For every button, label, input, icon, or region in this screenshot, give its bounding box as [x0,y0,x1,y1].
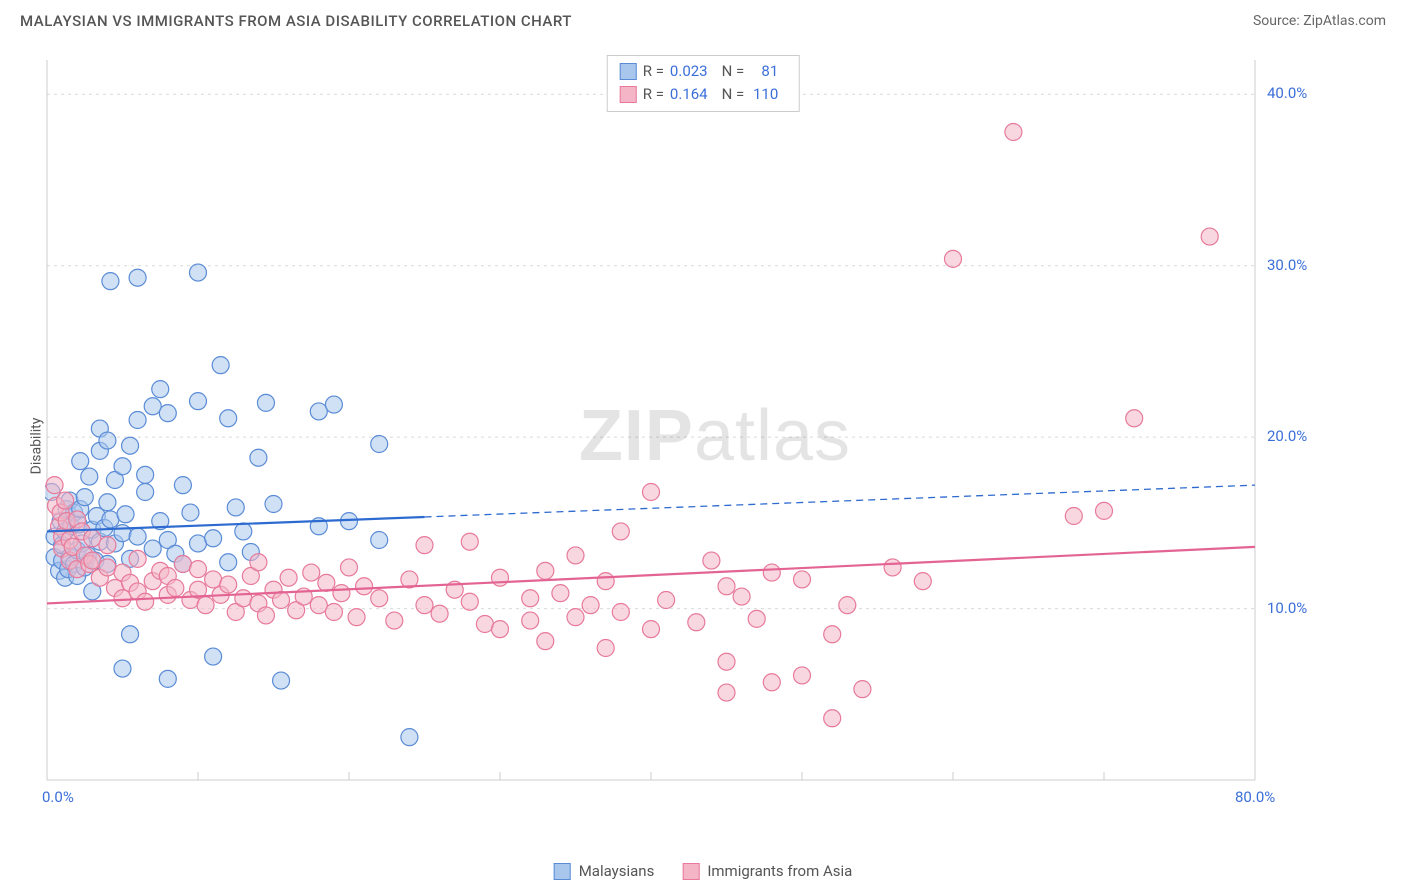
r-label: R = [643,83,664,106]
legend-stat-row: R = 0.164 N =110 [620,83,787,106]
legend-swatch [554,863,571,880]
legend-item: Malaysians [554,862,655,880]
legend-swatch [620,63,637,80]
n-value: 110 [750,83,778,106]
y-axis-label: Disability [28,418,44,475]
legend-stats: R = 0.023 N =81 R = 0.164 N =110 [607,55,800,112]
n-label: N = [722,60,745,83]
tick-label: 20.0% [1267,427,1307,445]
r-value: 0.164 [670,83,708,106]
n-value: 81 [750,60,778,83]
tick-label: 40.0% [1267,84,1307,102]
legend-series: Malaysians Immigrants from Asia [554,862,853,880]
tick-label: 80.0% [1235,788,1275,806]
tick-label: 0.0% [42,788,74,806]
n-label: N = [722,83,745,106]
tick-label: 30.0% [1267,256,1307,274]
chart-title: MALAYSIAN VS IMMIGRANTS FROM ASIA DISABI… [20,12,572,30]
legend-label: Malaysians [579,862,655,880]
legend-swatch [620,86,637,103]
chart-header: MALAYSIAN VS IMMIGRANTS FROM ASIA DISABI… [0,0,1406,38]
scatter-plot [45,50,1320,810]
legend-swatch [682,863,699,880]
chart-source: Source: ZipAtlas.com [1253,13,1386,29]
chart-container: ZIPatlas 10.0%20.0%30.0%40.0%0.0%80.0% [45,50,1385,830]
legend-item: Immigrants from Asia [682,862,852,880]
r-value: 0.023 [670,60,708,83]
legend-stat-row: R = 0.023 N =81 [620,60,787,83]
r-label: R = [643,60,664,83]
legend-label: Immigrants from Asia [707,862,852,880]
tick-label: 10.0% [1267,599,1307,617]
